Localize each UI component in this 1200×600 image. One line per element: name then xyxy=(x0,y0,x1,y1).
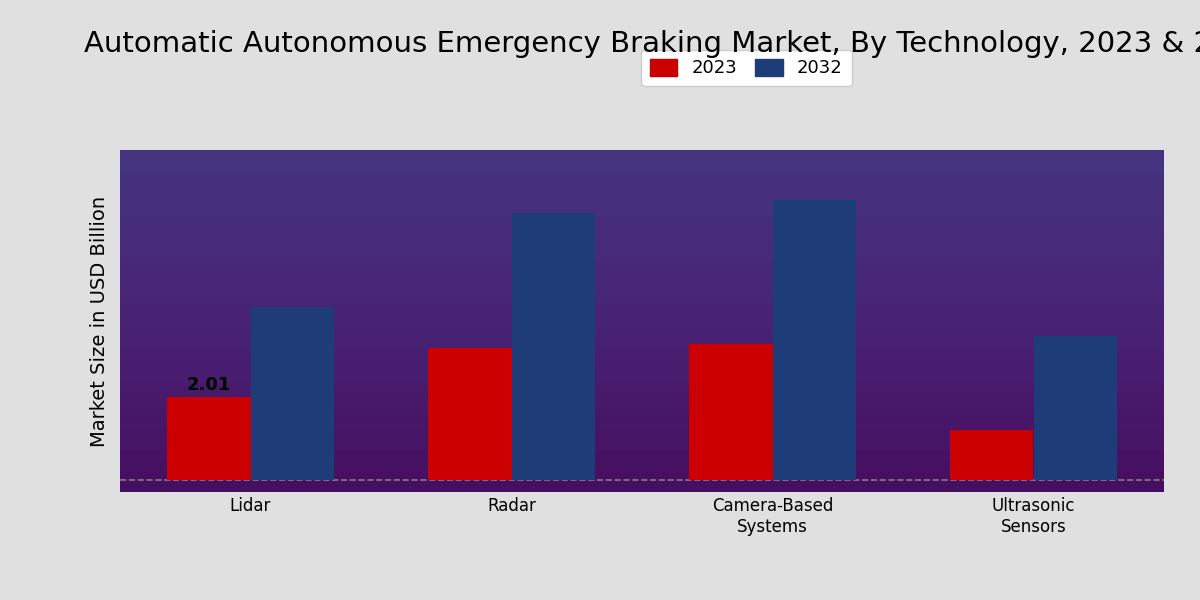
Text: 2.01: 2.01 xyxy=(186,376,230,394)
Bar xyxy=(511,212,595,479)
Bar xyxy=(689,344,773,479)
Bar xyxy=(1033,336,1117,479)
Bar xyxy=(950,430,1033,479)
Bar xyxy=(428,348,511,479)
Bar xyxy=(167,397,251,479)
Bar xyxy=(251,307,334,479)
Legend: 2023, 2032: 2023, 2032 xyxy=(641,50,852,86)
Text: Automatic Autonomous Emergency Braking Market, By Technology, 2023 & 2: Automatic Autonomous Emergency Braking M… xyxy=(84,30,1200,58)
Bar xyxy=(773,200,856,479)
Y-axis label: Market Size in USD Billion: Market Size in USD Billion xyxy=(90,196,109,446)
